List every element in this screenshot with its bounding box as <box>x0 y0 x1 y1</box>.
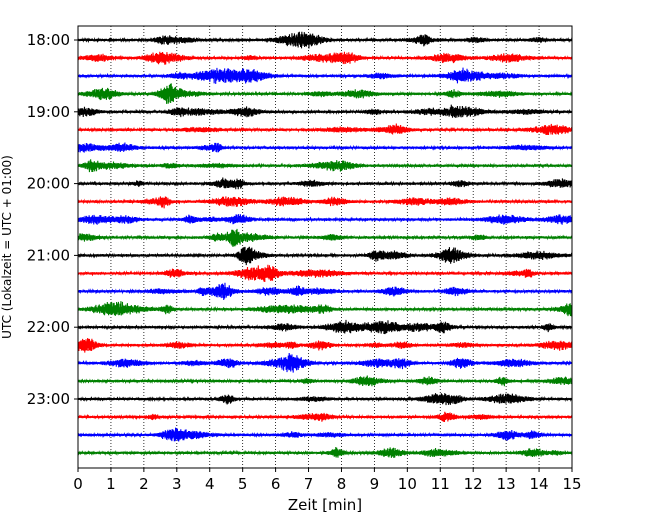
seismic-trace <box>77 338 573 353</box>
y-axis-label: UTC (Lokalzeit = UTC + 01:00) <box>0 155 14 339</box>
y-tick-label: 19:00 <box>27 103 70 121</box>
seismic-trace <box>77 159 573 173</box>
seismic-trace <box>77 196 573 209</box>
seismic-trace <box>77 31 573 49</box>
seismic-trace <box>77 353 573 373</box>
trace-group <box>77 31 573 459</box>
seismic-trace <box>77 282 573 300</box>
y-tick-label: 22:00 <box>27 318 70 336</box>
seismic-trace <box>77 123 573 136</box>
seismic-trace <box>77 142 573 153</box>
seismic-trace <box>77 246 573 266</box>
seismic-trace <box>77 301 573 317</box>
y-axis: 18:00 19:00 20:00 21:00 22:00 23:00 <box>27 31 78 408</box>
seismic-trace <box>77 177 573 190</box>
y-tick-label: 20:00 <box>27 175 70 193</box>
y-tick-label: 18:00 <box>27 31 70 49</box>
x-tick-label: 15 <box>562 475 581 493</box>
x-tick-label: 4 <box>205 475 215 493</box>
x-tick-label: 5 <box>238 475 248 493</box>
seismic-trace <box>77 411 573 423</box>
y-tick-label: 23:00 <box>27 390 70 408</box>
x-tick-label: 11 <box>431 475 450 493</box>
x-tick-label: 3 <box>172 475 182 493</box>
seismic-trace <box>77 228 573 248</box>
x-axis-label: Zeit [min] <box>288 496 362 514</box>
x-tick-label: 7 <box>304 475 314 493</box>
x-tick-label: 2 <box>139 475 149 493</box>
seismic-trace <box>77 264 573 282</box>
x-tick-label: 13 <box>497 475 516 493</box>
x-tick-label: 12 <box>464 475 483 493</box>
seismic-trace <box>77 375 573 387</box>
x-tick-label: 8 <box>337 475 347 493</box>
x-tick-label: 0 <box>73 475 83 493</box>
y-tick-label: 21:00 <box>27 246 70 264</box>
seismic-trace <box>77 447 573 459</box>
plot-frame <box>77 25 573 469</box>
seismic-trace <box>77 427 573 442</box>
x-tick-label: 1 <box>106 475 116 493</box>
x-tick-label: 6 <box>271 475 281 493</box>
seismic-trace <box>77 319 573 335</box>
x-tick-label: 9 <box>370 475 380 493</box>
seismic-trace <box>77 67 573 84</box>
seismic-trace <box>77 83 573 104</box>
x-tick-label: 10 <box>398 475 417 493</box>
seismic-trace <box>77 104 573 118</box>
seismic-trace <box>77 51 573 65</box>
seismic-trace <box>77 393 573 406</box>
seismic-trace <box>77 214 573 225</box>
x-axis: 0 1 2 3 4 5 6 7 8 9 10 11 12 13 14 15 <box>73 468 582 493</box>
x-tick-label: 14 <box>530 475 549 493</box>
